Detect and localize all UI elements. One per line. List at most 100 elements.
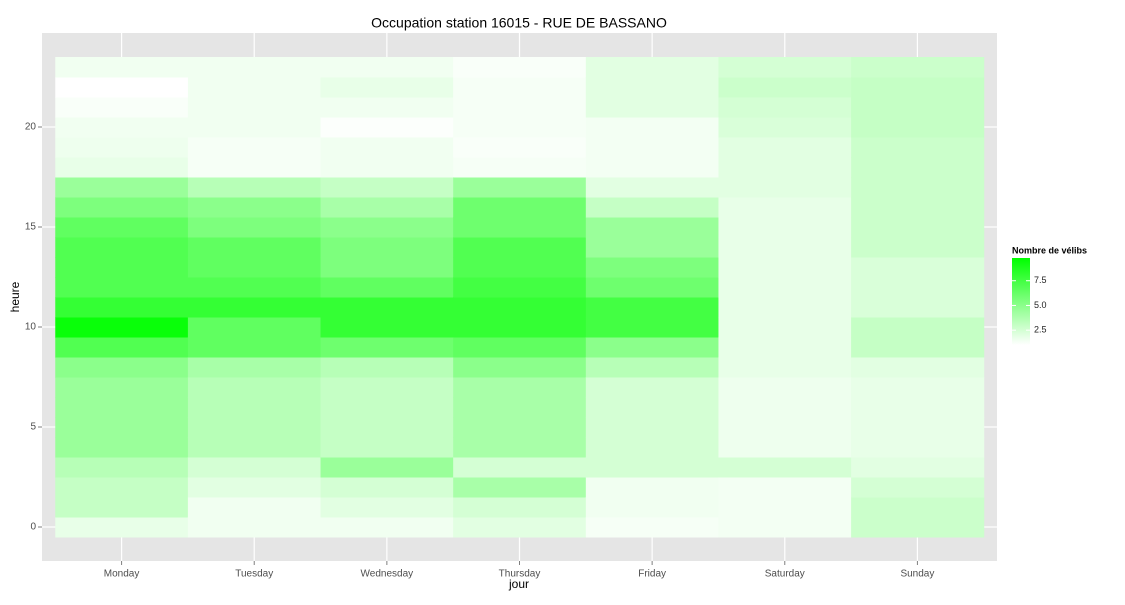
heat-cell: [718, 117, 852, 138]
heat-cell: [55, 97, 189, 118]
heat-cell: [718, 357, 852, 378]
heat-cell: [320, 177, 454, 198]
heat-cell: [320, 437, 454, 458]
x-tick-label: Monday: [104, 569, 140, 580]
heat-cell: [585, 177, 719, 198]
heat-cell: [851, 397, 985, 418]
heat-cell: [453, 197, 587, 218]
heat-cell: [718, 157, 852, 178]
heat-cell: [187, 297, 322, 318]
heat-cell: [718, 297, 852, 318]
heat-cell: [585, 117, 719, 138]
heat-cell: [320, 277, 454, 298]
heat-cell: [320, 157, 454, 178]
heat-cell: [851, 437, 985, 458]
heat-cell: [55, 497, 189, 518]
heat-cell: [585, 217, 719, 238]
heat-cell: [453, 137, 587, 158]
heat-cell: [718, 97, 852, 118]
heat-cell: [55, 137, 189, 158]
x-tick-label: Saturday: [765, 569, 805, 580]
heat-cell: [453, 297, 587, 318]
heat-cell: [187, 177, 322, 198]
heat-cell: [453, 417, 587, 438]
x-tick-label: Wednesday: [361, 569, 414, 580]
heat-cell: [320, 137, 454, 158]
heat-cell: [585, 77, 719, 98]
heat-cell: [187, 497, 322, 518]
heat-cell: [851, 197, 985, 218]
heat-cell: [585, 317, 719, 338]
heat-cell: [187, 117, 322, 138]
heat-cell: [55, 157, 189, 178]
heat-cell: [187, 277, 322, 298]
heat-cell: [55, 177, 189, 198]
heat-cell: [851, 517, 985, 538]
heat-cell: [718, 317, 852, 338]
heat-cell: [718, 497, 852, 518]
heat-cell: [320, 397, 454, 418]
heat-cell: [55, 417, 189, 438]
heat-cell: [718, 277, 852, 298]
heat-cell: [320, 517, 454, 538]
heat-cell: [187, 197, 322, 218]
heat-cell: [851, 257, 985, 278]
heat-cell: [585, 357, 719, 378]
y-tick-label: 15: [25, 222, 37, 233]
heat-cell: [851, 297, 985, 318]
heat-cell: [55, 197, 189, 218]
heat-cell: [453, 117, 587, 138]
heat-cell: [320, 217, 454, 238]
heat-cell: [453, 157, 587, 178]
x-tick-label: Sunday: [900, 569, 934, 580]
heat-cell: [320, 97, 454, 118]
heat-cell: [851, 137, 985, 158]
heat-cell: [453, 497, 587, 518]
heat-cell: [453, 457, 587, 478]
heat-cell: [55, 317, 189, 338]
heat-cell: [187, 97, 322, 118]
heat-cell: [851, 177, 985, 198]
heat-cell: [851, 377, 985, 398]
heat-cell: [718, 517, 852, 538]
heat-cell: [55, 357, 189, 378]
colorbar: [1012, 258, 1030, 345]
heat-cell: [851, 417, 985, 438]
heat-cell: [187, 377, 322, 398]
heat-cell: [453, 277, 587, 298]
heat-cell: [55, 477, 189, 498]
heat-cell: [851, 57, 985, 78]
colorbar-label: 2.5: [1034, 325, 1047, 335]
heat-cell: [718, 177, 852, 198]
heat-cell: [718, 137, 852, 158]
heat-cell: [187, 457, 322, 478]
heat-cell: [851, 317, 985, 338]
heat-cell: [718, 57, 852, 78]
heat-cell: [453, 217, 587, 238]
heat-cell: [320, 317, 454, 338]
heat-cell: [187, 357, 322, 378]
heat-cell: [851, 77, 985, 98]
x-tick-label: Friday: [638, 569, 666, 580]
heat-cell: [851, 157, 985, 178]
heat-cell: [851, 217, 985, 238]
heat-cell: [187, 317, 322, 338]
heat-cell: [718, 217, 852, 238]
y-tick-label: 20: [25, 122, 37, 133]
heat-cell: [55, 217, 189, 238]
heat-cell: [55, 257, 189, 278]
heat-cell: [718, 417, 852, 438]
heat-cell: [187, 217, 322, 238]
y-axis-label: heure: [8, 281, 22, 312]
heat-cell: [585, 97, 719, 118]
heat-cell: [718, 337, 852, 358]
heat-cell: [187, 57, 322, 78]
heat-cell: [851, 277, 985, 298]
heat-cell: [453, 77, 587, 98]
heat-cell: [320, 297, 454, 318]
heat-cell: [55, 457, 189, 478]
heat-cell: [718, 437, 852, 458]
heat-cell: [585, 437, 719, 458]
heat-cell: [585, 237, 719, 258]
